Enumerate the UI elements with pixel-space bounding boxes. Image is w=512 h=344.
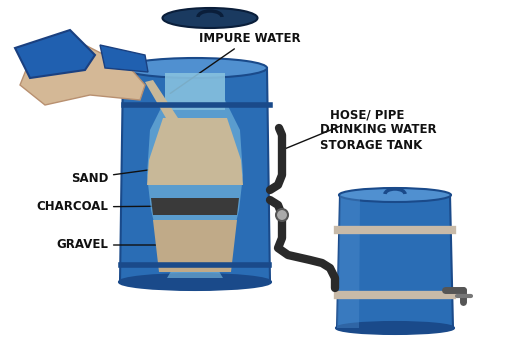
Polygon shape [151,198,239,215]
Ellipse shape [119,274,271,290]
Polygon shape [145,80,178,125]
Text: DRINKING WATER
STORAGE TANK: DRINKING WATER STORAGE TANK [320,123,437,152]
Text: HOSE/ PIPE: HOSE/ PIPE [285,108,404,149]
Ellipse shape [276,209,288,221]
Ellipse shape [339,188,451,202]
Text: CHARCOAL: CHARCOAL [36,201,182,214]
Polygon shape [147,118,243,185]
Text: IMPURE WATER: IMPURE WATER [170,32,301,94]
Polygon shape [147,73,243,278]
Polygon shape [337,195,360,328]
Ellipse shape [162,8,258,28]
Polygon shape [120,68,270,282]
Polygon shape [100,45,148,72]
Text: SAND: SAND [71,165,182,184]
Text: GRAVEL: GRAVEL [56,238,182,251]
Polygon shape [15,30,95,78]
Polygon shape [165,73,225,110]
Polygon shape [20,45,145,105]
Polygon shape [153,220,237,272]
Ellipse shape [336,322,454,334]
Ellipse shape [123,58,267,78]
Polygon shape [337,195,453,328]
